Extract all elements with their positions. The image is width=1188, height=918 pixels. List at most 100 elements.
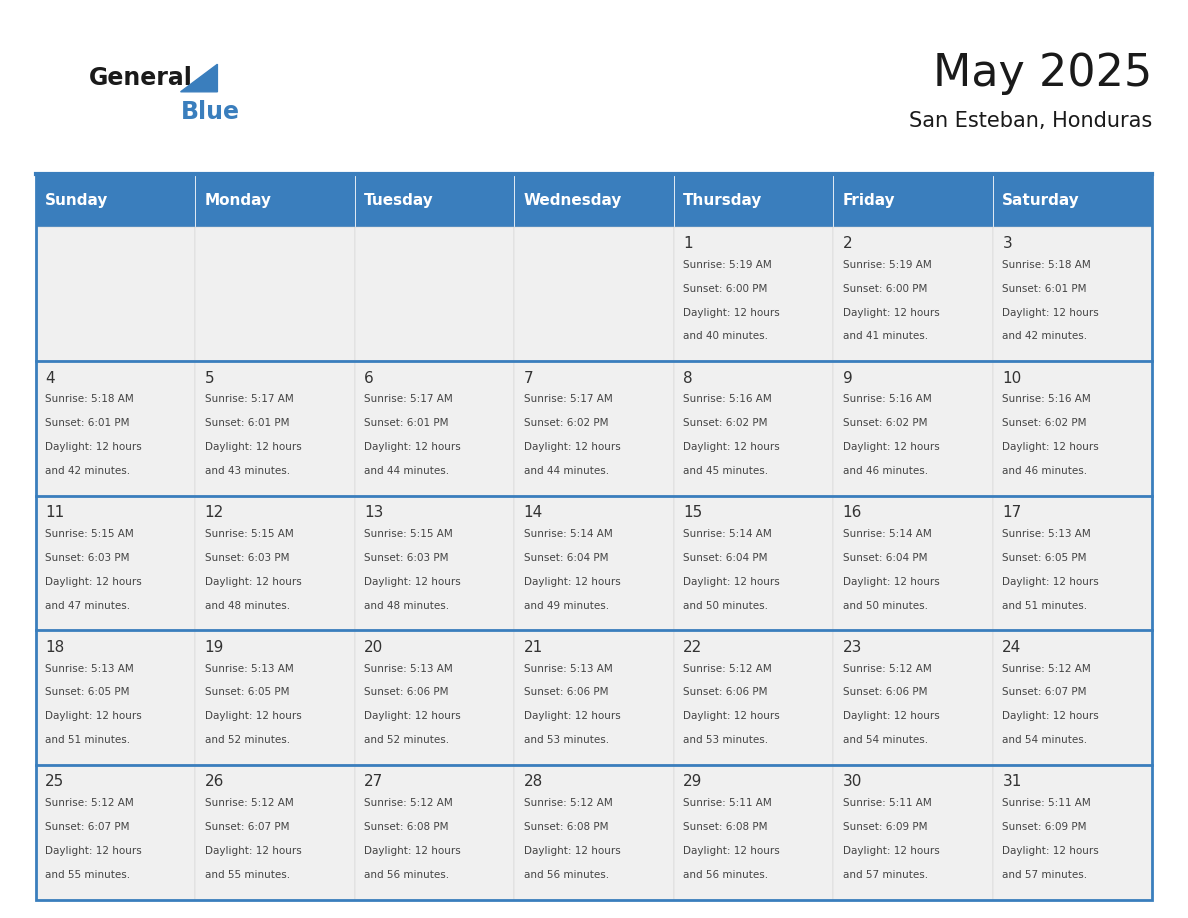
Bar xyxy=(674,496,833,631)
Bar xyxy=(514,174,674,227)
Text: Daylight: 12 hours: Daylight: 12 hours xyxy=(204,577,302,587)
Text: Saturday: Saturday xyxy=(1003,193,1080,208)
Text: Sunset: 6:02 PM: Sunset: 6:02 PM xyxy=(1003,419,1087,428)
Text: Sunset: 6:05 PM: Sunset: 6:05 PM xyxy=(45,688,129,698)
Text: and 46 minutes.: and 46 minutes. xyxy=(1003,466,1087,476)
Text: Daylight: 12 hours: Daylight: 12 hours xyxy=(842,845,940,856)
Text: Daylight: 12 hours: Daylight: 12 hours xyxy=(365,442,461,452)
Text: and 51 minutes.: and 51 minutes. xyxy=(45,735,131,745)
Text: Sunrise: 5:18 AM: Sunrise: 5:18 AM xyxy=(45,395,134,404)
Text: and 56 minutes.: and 56 minutes. xyxy=(683,869,769,879)
Text: and 54 minutes.: and 54 minutes. xyxy=(842,735,928,745)
Text: Daylight: 12 hours: Daylight: 12 hours xyxy=(45,442,141,452)
Bar xyxy=(36,174,1152,900)
Text: Sunrise: 5:15 AM: Sunrise: 5:15 AM xyxy=(45,529,134,539)
Text: 13: 13 xyxy=(365,505,384,521)
Text: Sunrise: 5:15 AM: Sunrise: 5:15 AM xyxy=(365,529,453,539)
Bar xyxy=(36,174,195,227)
Text: Sunrise: 5:19 AM: Sunrise: 5:19 AM xyxy=(842,260,931,270)
Bar xyxy=(833,362,993,496)
Text: Daylight: 12 hours: Daylight: 12 hours xyxy=(204,845,302,856)
Text: 2: 2 xyxy=(842,236,853,251)
Text: 5: 5 xyxy=(204,371,214,386)
Bar xyxy=(993,631,1152,765)
Text: and 54 minutes.: and 54 minutes. xyxy=(1003,735,1087,745)
Text: Sunrise: 5:12 AM: Sunrise: 5:12 AM xyxy=(683,664,772,674)
Text: 8: 8 xyxy=(683,371,693,386)
Text: 30: 30 xyxy=(842,774,862,789)
Text: 21: 21 xyxy=(524,640,543,655)
Text: and 52 minutes.: and 52 minutes. xyxy=(365,735,449,745)
Text: Blue: Blue xyxy=(181,100,240,124)
Text: Sunrise: 5:16 AM: Sunrise: 5:16 AM xyxy=(1003,395,1091,404)
Text: 28: 28 xyxy=(524,774,543,789)
Text: Sunset: 6:04 PM: Sunset: 6:04 PM xyxy=(842,553,928,563)
Text: Sunset: 6:06 PM: Sunset: 6:06 PM xyxy=(683,688,767,698)
Text: Sunrise: 5:16 AM: Sunrise: 5:16 AM xyxy=(683,395,772,404)
Bar xyxy=(674,362,833,496)
Text: Daylight: 12 hours: Daylight: 12 hours xyxy=(842,577,940,587)
Text: Sunset: 6:04 PM: Sunset: 6:04 PM xyxy=(683,553,767,563)
Text: 17: 17 xyxy=(1003,505,1022,521)
Bar xyxy=(833,765,993,900)
Text: Daylight: 12 hours: Daylight: 12 hours xyxy=(842,442,940,452)
Text: and 53 minutes.: and 53 minutes. xyxy=(524,735,609,745)
Polygon shape xyxy=(181,64,217,92)
Bar xyxy=(514,631,674,765)
Text: Sunset: 6:00 PM: Sunset: 6:00 PM xyxy=(683,284,767,294)
Text: and 57 minutes.: and 57 minutes. xyxy=(1003,869,1087,879)
Text: 25: 25 xyxy=(45,774,64,789)
Text: 20: 20 xyxy=(365,640,384,655)
Text: Daylight: 12 hours: Daylight: 12 hours xyxy=(204,711,302,722)
Bar xyxy=(514,362,674,496)
Text: Sunset: 6:07 PM: Sunset: 6:07 PM xyxy=(45,822,129,832)
Text: Sunset: 6:07 PM: Sunset: 6:07 PM xyxy=(1003,688,1087,698)
Text: 10: 10 xyxy=(1003,371,1022,386)
Text: Sunrise: 5:11 AM: Sunrise: 5:11 AM xyxy=(842,798,931,808)
Text: Sunset: 6:01 PM: Sunset: 6:01 PM xyxy=(204,419,289,428)
Bar xyxy=(514,765,674,900)
Text: 15: 15 xyxy=(683,505,702,521)
Text: and 44 minutes.: and 44 minutes. xyxy=(365,466,449,476)
Bar xyxy=(36,362,195,496)
Text: Sunrise: 5:13 AM: Sunrise: 5:13 AM xyxy=(45,664,134,674)
Text: and 42 minutes.: and 42 minutes. xyxy=(45,466,131,476)
Text: Sunset: 6:05 PM: Sunset: 6:05 PM xyxy=(1003,553,1087,563)
Text: and 43 minutes.: and 43 minutes. xyxy=(204,466,290,476)
Bar xyxy=(36,496,195,631)
Bar xyxy=(195,227,355,362)
Text: and 57 minutes.: and 57 minutes. xyxy=(842,869,928,879)
Text: and 42 minutes.: and 42 minutes. xyxy=(1003,331,1087,341)
Bar xyxy=(514,227,674,362)
Text: Daylight: 12 hours: Daylight: 12 hours xyxy=(683,845,781,856)
Text: Sunrise: 5:12 AM: Sunrise: 5:12 AM xyxy=(204,798,293,808)
Text: Thursday: Thursday xyxy=(683,193,763,208)
Bar xyxy=(833,496,993,631)
Text: 3: 3 xyxy=(1003,236,1012,251)
Text: 22: 22 xyxy=(683,640,702,655)
Bar xyxy=(674,227,833,362)
Bar xyxy=(195,496,355,631)
Text: Tuesday: Tuesday xyxy=(365,193,434,208)
Bar xyxy=(674,174,833,227)
Text: and 50 minutes.: and 50 minutes. xyxy=(683,600,769,610)
Text: Sunrise: 5:14 AM: Sunrise: 5:14 AM xyxy=(683,529,772,539)
Text: Sunset: 6:03 PM: Sunset: 6:03 PM xyxy=(204,553,289,563)
Text: Sunrise: 5:16 AM: Sunrise: 5:16 AM xyxy=(842,395,931,404)
Text: Daylight: 12 hours: Daylight: 12 hours xyxy=(683,711,781,722)
Text: Daylight: 12 hours: Daylight: 12 hours xyxy=(683,577,781,587)
Text: and 56 minutes.: and 56 minutes. xyxy=(524,869,609,879)
Text: Sunrise: 5:14 AM: Sunrise: 5:14 AM xyxy=(524,529,613,539)
Text: Daylight: 12 hours: Daylight: 12 hours xyxy=(524,845,620,856)
Text: and 48 minutes.: and 48 minutes. xyxy=(365,600,449,610)
Text: and 55 minutes.: and 55 minutes. xyxy=(45,869,131,879)
Text: Sunrise: 5:13 AM: Sunrise: 5:13 AM xyxy=(365,664,453,674)
Text: and 48 minutes.: and 48 minutes. xyxy=(204,600,290,610)
Text: Sunrise: 5:13 AM: Sunrise: 5:13 AM xyxy=(1003,529,1091,539)
Text: 26: 26 xyxy=(204,774,225,789)
Bar xyxy=(355,631,514,765)
Text: and 56 minutes.: and 56 minutes. xyxy=(365,869,449,879)
Bar xyxy=(355,362,514,496)
Text: and 49 minutes.: and 49 minutes. xyxy=(524,600,609,610)
Bar xyxy=(355,174,514,227)
